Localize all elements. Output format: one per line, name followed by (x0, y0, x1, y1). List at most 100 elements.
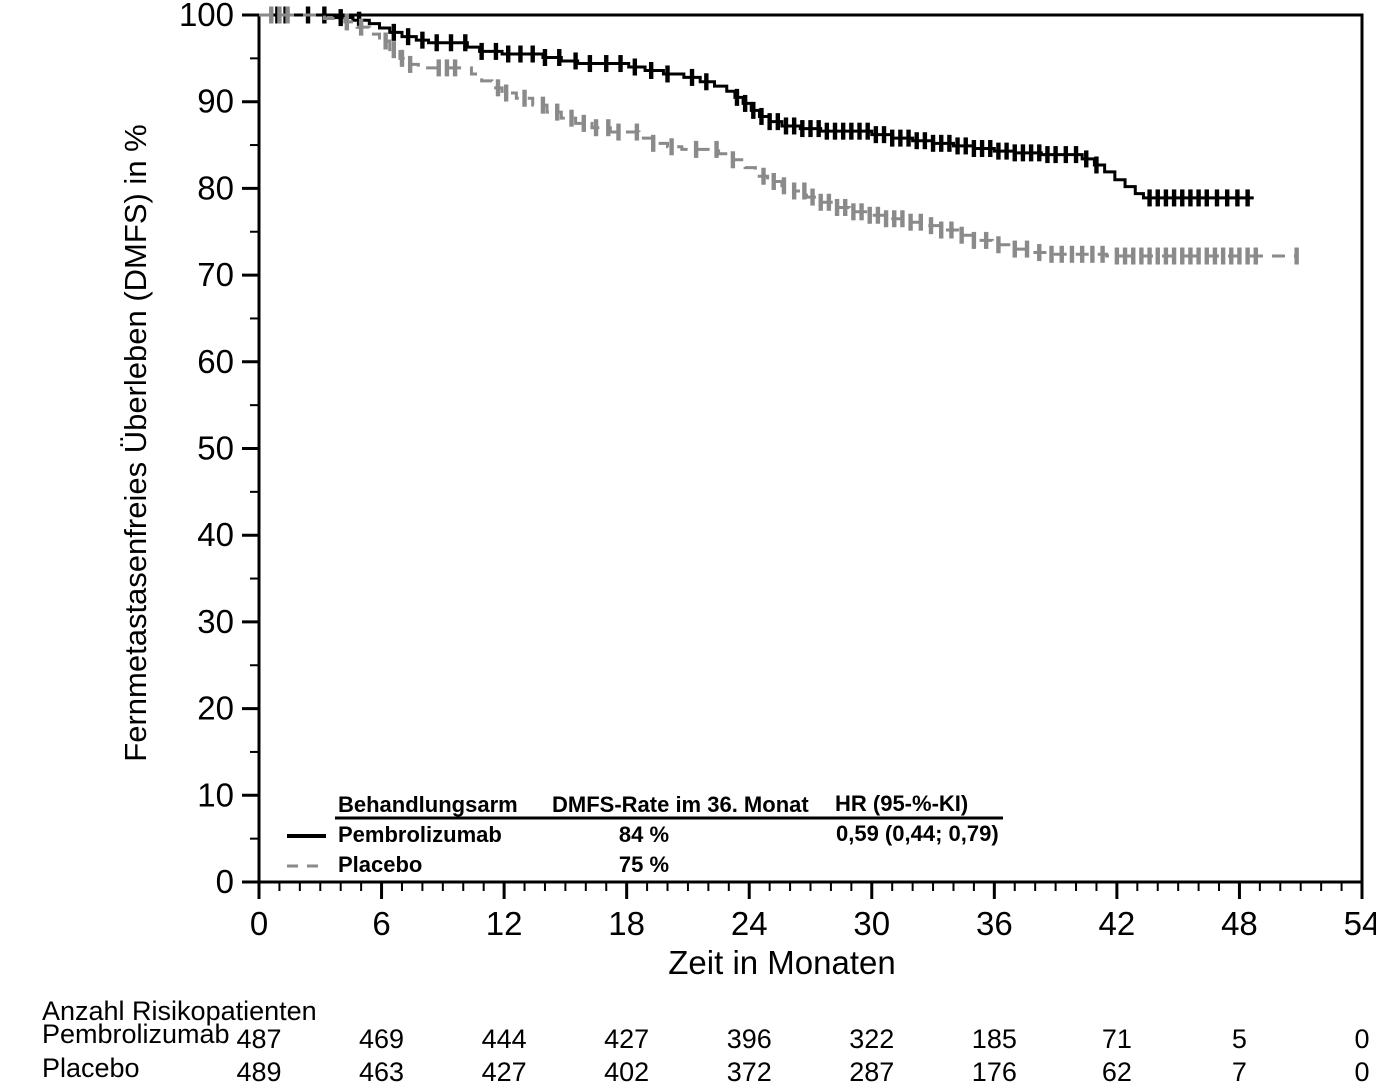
censor-mark-pembrolizumab (1037, 144, 1042, 162)
censor-mark-pembrolizumab (1028, 144, 1034, 162)
censor-mark-pembrolizumab (618, 55, 623, 73)
censor-mark-placebo (971, 231, 977, 249)
risk-count: 427 (482, 1057, 527, 1087)
y-tick-label: 10 (197, 776, 234, 813)
survival-curves (259, 6, 1299, 265)
censor-mark-placebo (391, 41, 397, 59)
censor-mark-pembrolizumab (587, 55, 593, 73)
x-tick-label: 48 (1221, 905, 1258, 942)
censor-mark-placebo (555, 103, 560, 121)
censor-mark-pembrolizumab (742, 94, 748, 112)
censor-mark-placebo (730, 151, 736, 169)
y-tick-label: 20 (197, 690, 234, 727)
risk-count: 489 (236, 1057, 281, 1087)
censor-mark-placebo (1204, 247, 1209, 265)
x-tick-label: 36 (976, 905, 1013, 942)
censor-mark-placebo (399, 49, 405, 67)
censor-mark-placebo (495, 79, 501, 97)
censor-mark-placebo (444, 59, 450, 77)
censor-mark-placebo (407, 55, 413, 73)
censor-mark-pembrolizumab (1171, 189, 1177, 207)
censor-mark-placebo (1245, 247, 1250, 265)
censor-mark-placebo (1122, 247, 1128, 265)
censor-mark-placebo (859, 203, 864, 221)
censor-mark-pembrolizumab (1235, 189, 1240, 207)
x-tick-label: 12 (486, 905, 523, 942)
censor-mark-pembrolizumab (542, 48, 548, 66)
risk-count: 287 (849, 1057, 894, 1087)
censor-mark-placebo (996, 236, 1001, 254)
censor-mark-pembrolizumab (1045, 146, 1050, 164)
censor-mark-placebo (1012, 240, 1017, 258)
censor-mark-placebo (883, 210, 889, 228)
censor-mark-pembrolizumab (881, 126, 887, 144)
censor-mark-placebo (802, 182, 807, 200)
censor-mark-placebo (771, 172, 776, 190)
risk-count: 402 (604, 1057, 649, 1087)
x-tick-label: 54 (1344, 905, 1376, 942)
censor-mark-pembrolizumab (405, 28, 411, 46)
censor-mark-pembrolizumab (849, 122, 854, 140)
censor-mark-placebo (593, 119, 599, 137)
censor-mark-pembrolizumab (947, 134, 952, 152)
censor-mark-pembrolizumab (996, 142, 1001, 160)
censor-mark-pembrolizumab (322, 6, 327, 24)
censor-mark-pembrolizumab (648, 61, 654, 79)
censor-mark-placebo (892, 210, 897, 228)
censor-mark-pembrolizumab (906, 129, 911, 147)
censor-mark-pembrolizumab (1063, 146, 1069, 164)
censor-mark-pembrolizumab (420, 31, 425, 49)
censor-mark-pembrolizumab (338, 9, 343, 27)
censor-mark-pembrolizumab (518, 45, 523, 63)
risk-count: 372 (727, 1057, 772, 1087)
censor-mark-placebo (269, 6, 274, 24)
censor-mark-pembrolizumab (1094, 156, 1099, 174)
censor-mark-placebo (1059, 245, 1064, 263)
y-tick-label: 30 (197, 603, 234, 640)
censor-mark-pembrolizumab (824, 122, 830, 140)
censor-mark-placebo (949, 221, 954, 239)
censor-mark-placebo (918, 213, 923, 231)
legend-hr-pembrolizumab: 0,59 (0,44; 0,79) (836, 821, 999, 846)
censor-mark-placebo (344, 13, 350, 31)
censor-mark-placebo (1180, 247, 1185, 265)
censor-mark-placebo (851, 203, 856, 221)
legend-header-rate: DMFS-Rate im 36. Monat (552, 792, 809, 817)
y-tick-label: 70 (197, 256, 234, 293)
censor-mark-pembrolizumab (1188, 189, 1193, 207)
censor-mark-placebo (569, 109, 574, 127)
risk-count: 469 (359, 1024, 404, 1054)
censor-mark-placebo (1220, 247, 1226, 265)
censor-mark-pembrolizumab (1224, 189, 1230, 207)
y-tick-label: 90 (197, 83, 234, 120)
censor-mark-pembrolizumab (800, 120, 805, 138)
censor-mark-pembrolizumab (604, 55, 609, 73)
censor-mark-placebo (1131, 247, 1136, 265)
censor-mark-pembrolizumab (955, 137, 960, 155)
censor-mark-placebo (875, 206, 881, 224)
censor-mark-pembrolizumab (988, 140, 993, 158)
legend-header-arm: Behandlungsarm (338, 792, 518, 817)
risk-count: 176 (972, 1057, 1017, 1087)
censor-mark-pembrolizumab (479, 42, 484, 60)
censor-mark-pembrolizumab (963, 137, 968, 155)
censor-mark-pembrolizumab (1084, 150, 1089, 168)
censor-mark-pembrolizumab (775, 113, 781, 131)
y-tick-label: 50 (197, 430, 234, 467)
censor-mark-placebo (959, 226, 964, 244)
censor-mark-placebo (900, 210, 905, 228)
censor-mark-placebo (714, 140, 719, 158)
censor-mark-placebo (1237, 247, 1242, 265)
censor-mark-placebo (1155, 247, 1160, 265)
risk-table: Anzahl Risikopatienten Pembrolizumab Pla… (42, 996, 1370, 1087)
censor-mark-placebo (834, 198, 840, 216)
censor-mark-pembrolizumab (434, 34, 439, 52)
censor-mark-pembrolizumab (816, 120, 821, 138)
legend-arm-placebo: Placebo (338, 852, 422, 877)
censor-mark-placebo (452, 59, 458, 77)
x-axis-title: Zeit in Monaten (668, 944, 895, 981)
censor-mark-pembrolizumab (939, 134, 944, 152)
axis-ticks: 0 6 12 18 24 30 36 42 48 54 0 10 20 30 40 50 60 70 80 90 100 (179, 0, 1376, 942)
censor-mark-pembrolizumab (808, 120, 813, 138)
